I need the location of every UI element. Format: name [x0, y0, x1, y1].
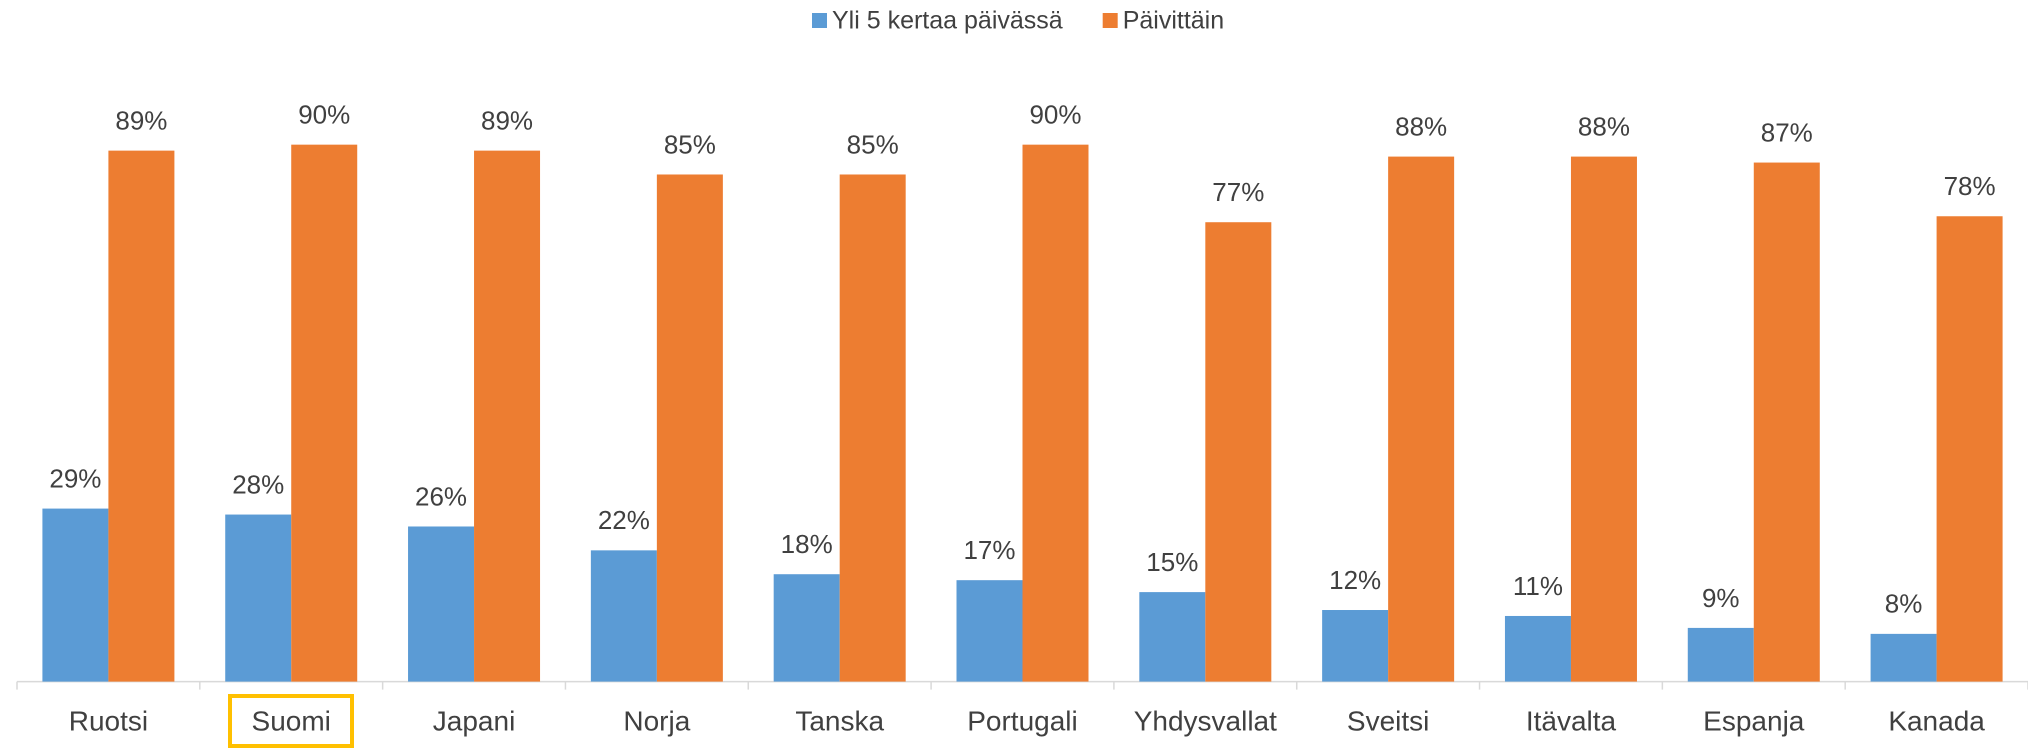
bar [474, 150, 541, 682]
data-label: 29% [49, 463, 101, 493]
data-label: 28% [232, 469, 284, 499]
bar [839, 174, 906, 682]
data-label: 85% [664, 129, 716, 159]
x-tick-label: Suomi [252, 705, 331, 736]
legend-swatch [812, 13, 827, 28]
bar [1322, 610, 1389, 682]
bar [225, 514, 292, 682]
x-tick-label: Espanja [1703, 705, 1805, 736]
bar [408, 526, 475, 682]
x-tick-label: Yhdysvallat [1134, 705, 1277, 736]
data-label: 22% [598, 505, 650, 535]
data-label: 78% [1944, 171, 1996, 201]
legend-label: Päivittäin [1123, 7, 1224, 35]
data-label: 88% [1578, 111, 1630, 141]
bar [956, 580, 1023, 682]
data-label: 89% [115, 106, 167, 136]
data-label: 89% [481, 106, 533, 136]
bar [656, 174, 723, 682]
x-tick-label: Norja [623, 705, 690, 736]
data-label: 9% [1702, 583, 1740, 613]
data-label: 90% [1029, 100, 1081, 130]
x-tick-label: Japani [433, 705, 516, 736]
bar [1936, 216, 2003, 682]
bar [1022, 144, 1089, 682]
bar [1388, 156, 1455, 682]
bar [1753, 162, 1820, 682]
data-label: 11% [1513, 571, 1563, 601]
data-label: 12% [1329, 565, 1381, 595]
bar [108, 150, 175, 682]
bar [1687, 627, 1754, 682]
legend-swatch [1102, 13, 1118, 28]
bar [590, 550, 657, 682]
bar [1205, 222, 1272, 682]
x-tick-label: Tanska [795, 705, 884, 736]
highlight-box [228, 694, 354, 748]
bar [42, 508, 109, 682]
x-tick-label: Sveitsi [1347, 705, 1429, 736]
bar [773, 574, 840, 682]
data-label: 85% [847, 129, 899, 159]
bar [1570, 156, 1637, 682]
data-label: 88% [1395, 111, 1447, 141]
data-label: 15% [1146, 547, 1198, 577]
bar [1870, 633, 1937, 682]
data-label: 90% [298, 100, 350, 130]
x-tick-label: Itävalta [1526, 705, 1617, 736]
x-tick-label: Kanada [1888, 705, 1985, 736]
legend-label: Yli 5 kertaa päivässä [832, 7, 1063, 35]
bar [1504, 615, 1571, 682]
bar [291, 144, 358, 682]
data-label: 87% [1761, 117, 1813, 147]
data-label: 17% [963, 535, 1015, 565]
data-label: 26% [415, 481, 467, 511]
x-tick-label: Portugali [967, 705, 1078, 736]
bar [1139, 592, 1206, 682]
data-label: 77% [1212, 177, 1264, 207]
data-label: 8% [1885, 589, 1923, 619]
x-tick-label: Ruotsi [69, 705, 148, 736]
data-label: 18% [781, 529, 833, 559]
